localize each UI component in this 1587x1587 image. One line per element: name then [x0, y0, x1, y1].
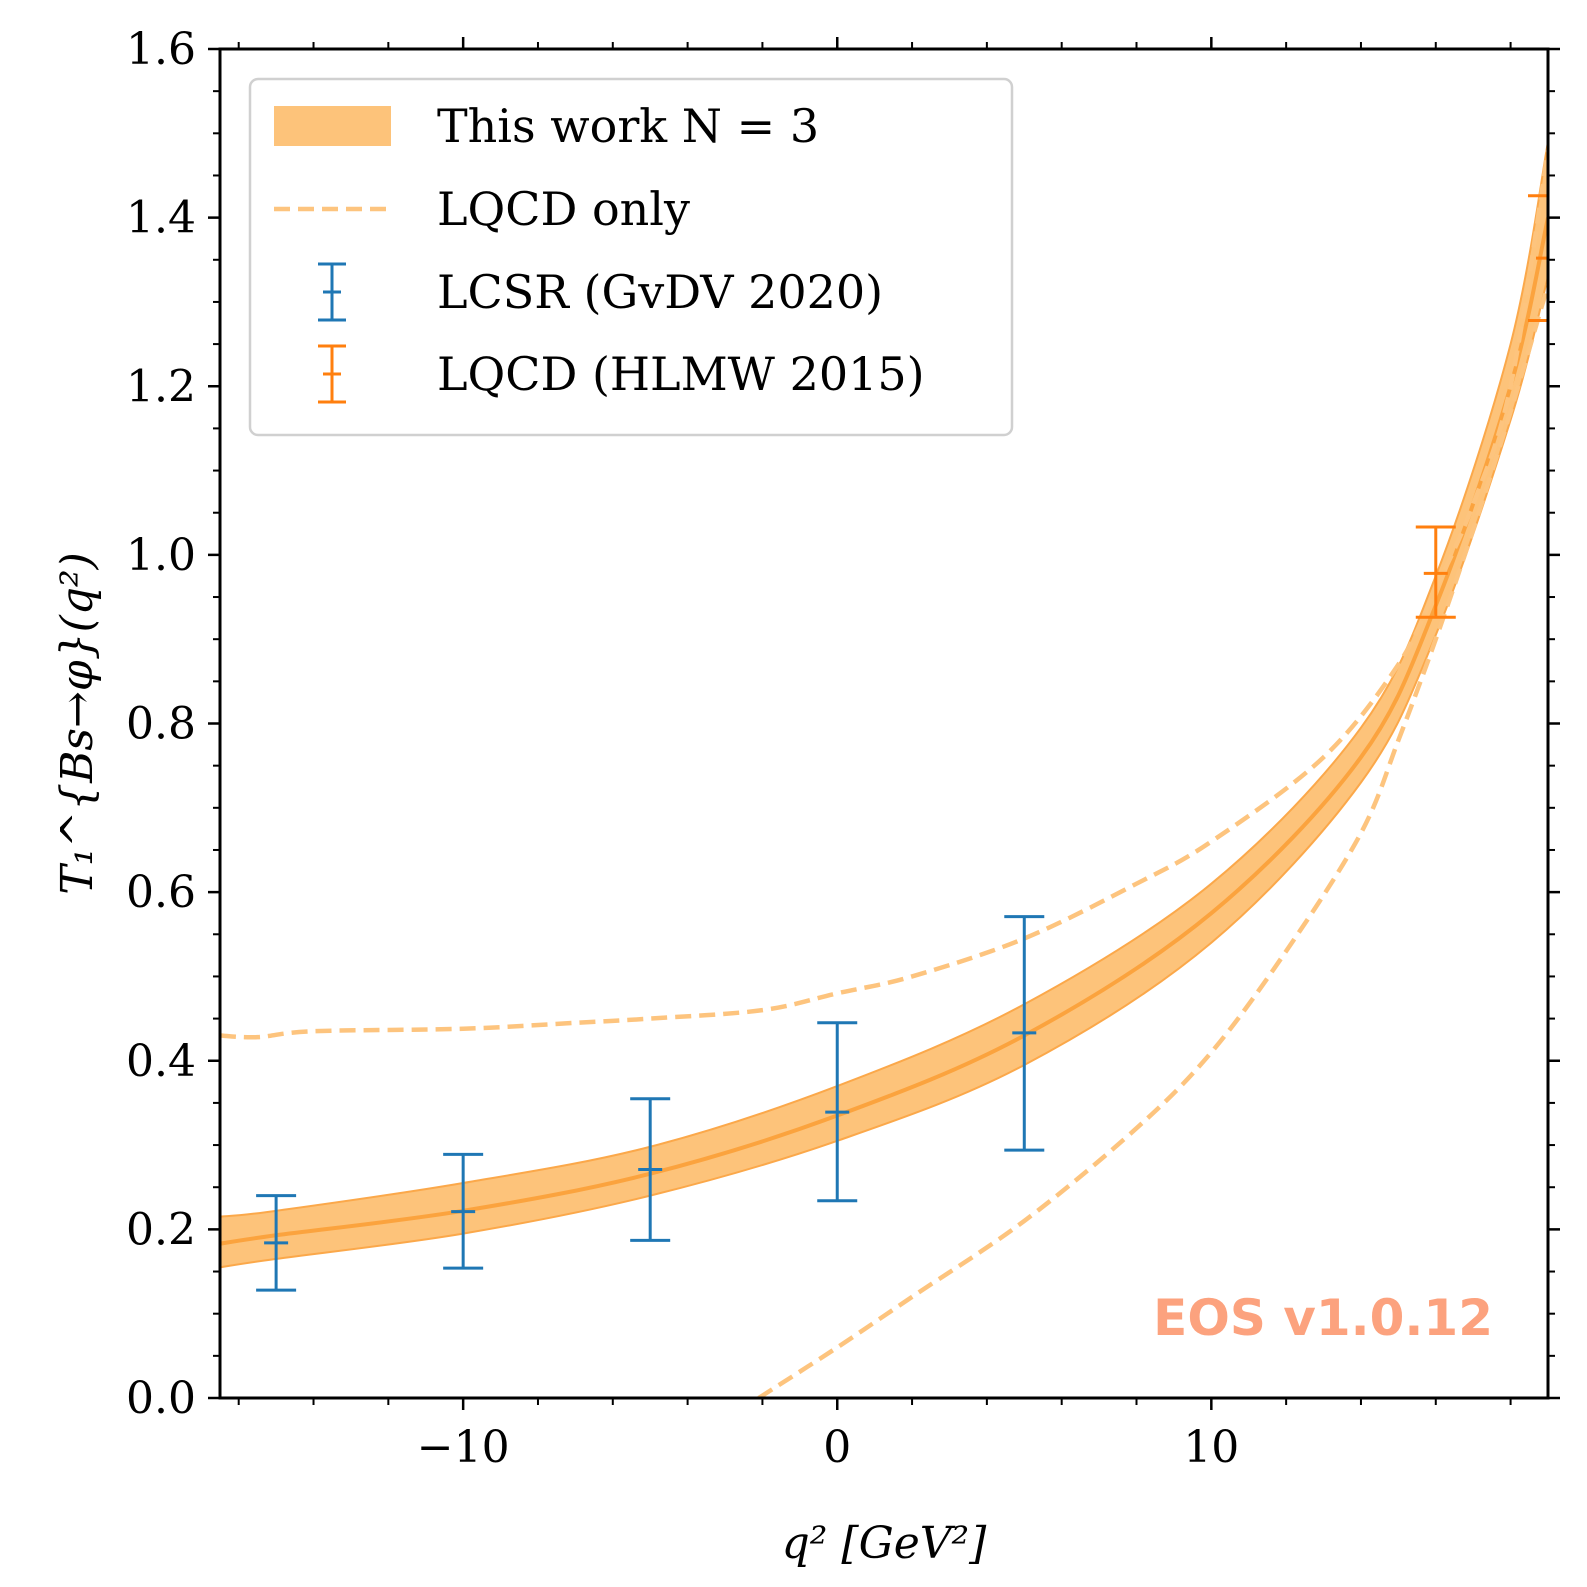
lcsr-point-0 [256, 1194, 297, 1292]
lcsr-point-3 [817, 1021, 858, 1203]
lcsr-point-4 [1004, 915, 1045, 1152]
y-tick-label: 0.0 [126, 1373, 196, 1424]
y-tick-label: 1.2 [126, 361, 196, 412]
legend-box [248, 77, 1014, 437]
axes: −10 0 10 0.0 0.2 0.4 0.6 0.8 1.0 1.2 1.4 1.6 q² [GeV… [52, 24, 1560, 1569]
legend-label: This work N = 3 [437, 99, 819, 153]
legend-entry-2: LCSR (GvDV 2020) [318, 262, 883, 322]
lqcd-only-upper-curve [220, 149, 1548, 1040]
y-tick-label: 1.0 [126, 530, 196, 581]
legend-entry-0: This work N = 3 [274, 99, 819, 153]
y-tick-label: 1.4 [126, 193, 196, 244]
legend-label: LQCD only [437, 182, 690, 236]
legend-entry-3: LQCD (HLMW 2015) [318, 344, 925, 404]
y-tick-label: 0.6 [126, 867, 196, 918]
legend-entry-1: LQCD only [274, 182, 690, 236]
y-tick-label: 0.2 [126, 1204, 196, 1255]
y-tick-label: 1.6 [126, 24, 196, 75]
legend: This work N = 3 LQCD only LCSR (GvDV 2020)… [248, 77, 1014, 437]
x-axis-label: q² [GeV²] [782, 1518, 988, 1569]
y-tick-label: 0.4 [126, 1036, 196, 1087]
legend-label: LQCD (HLMW 2015) [437, 347, 925, 401]
x-tick-label: 10 [1183, 1422, 1239, 1473]
x-tick-label: −10 [417, 1422, 510, 1473]
eos-version-watermark: EOS v1.0.12 [1153, 1289, 1493, 1347]
y-tick-label: 0.8 [126, 699, 196, 750]
y-axis-label: T₁^{Bs→φ}(q²) [52, 552, 103, 895]
lqcd-point-0 [1415, 525, 1456, 619]
plot-area [220, 141, 1548, 1398]
lqcd-only-lower-curve [757, 284, 1548, 1398]
legend-label: LCSR (GvDV 2020) [437, 265, 883, 319]
legend-band-swatch [274, 106, 391, 146]
lcsr-point-1 [443, 1152, 484, 1270]
x-tick-label: 0 [823, 1422, 851, 1473]
lqcd-point-1 [1528, 194, 1548, 322]
lcsr-point-2 [630, 1097, 671, 1242]
